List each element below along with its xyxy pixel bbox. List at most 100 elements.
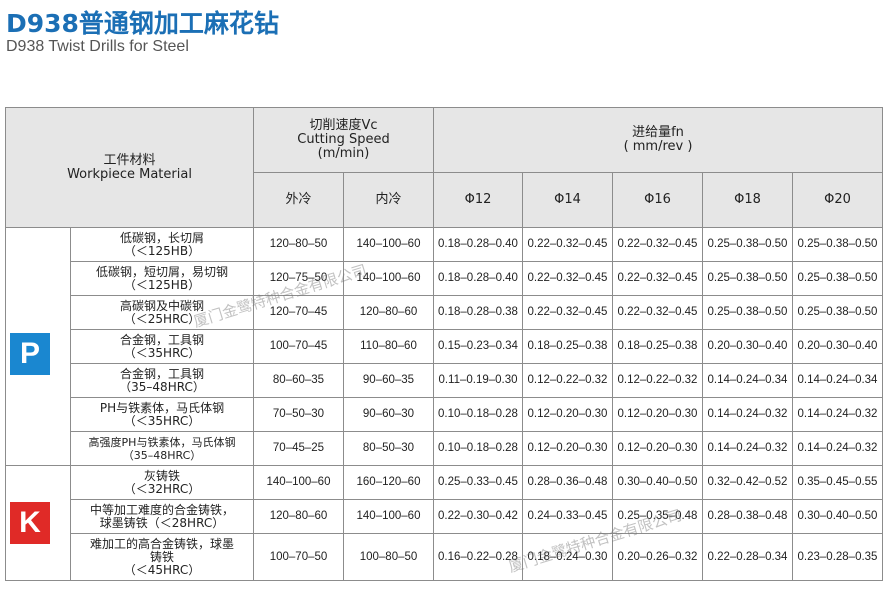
value-cell: 0.18–0.25–0.38: [522, 329, 613, 364]
value-cell: 0.11–0.19–0.30: [433, 363, 523, 398]
value-cell: 0.28–0.36–0.48: [522, 465, 613, 500]
value-cell-line: 0.20–0.30–0.40: [797, 340, 878, 352]
value-cell-line: 0.25–0.38–0.50: [707, 238, 788, 250]
header-feed-line: ( mm/rev ): [623, 139, 693, 154]
value-cell-line: 0.22–0.32–0.45: [617, 306, 698, 318]
material-cell-line: （35–48HRC）: [122, 448, 202, 462]
value-cell-line: 0.14–0.24–0.32: [707, 442, 788, 454]
value-cell: 0.14–0.24–0.32: [792, 397, 883, 432]
value-cell-line: 0.12–0.20–0.30: [527, 408, 608, 420]
value-cell: 0.14–0.24–0.32: [702, 431, 793, 466]
value-cell-line: 0.12–0.20–0.30: [617, 408, 698, 420]
value-cell: 0.12–0.20–0.30: [522, 397, 613, 432]
value-cell: 0.14–0.24–0.34: [792, 363, 883, 398]
value-cell: 100–70–45: [253, 329, 344, 364]
value-cell-line: 0.22–0.30–0.42: [438, 510, 518, 522]
material-cell-line: （＜125HB）: [123, 277, 201, 292]
value-cell-line: 0.25–0.38–0.50: [707, 272, 788, 284]
value-cell: 0.32–0.42–0.52: [702, 465, 793, 500]
value-cell: 0.12–0.22–0.32: [522, 363, 613, 398]
group-badge: K: [10, 501, 50, 544]
value-cell: 0.15–0.23–0.34: [433, 329, 523, 364]
material-cell: 合金钢，工具钢 （35–48HRC）: [70, 363, 254, 398]
material-cell-line: （＜35HRC）: [123, 413, 201, 428]
material-cell-line: 中等加工难度的合金铸铁，: [89, 502, 234, 517]
value-cell-line: 90–60–35: [362, 374, 415, 386]
header-feed-line: 进给量fn: [632, 125, 684, 140]
value-cell: 0.20–0.30–0.40: [792, 329, 883, 364]
value-cell-line: 0.20–0.26–0.32: [617, 550, 698, 563]
header-column: 外冷: [253, 172, 344, 228]
value-cell: 0.12–0.22–0.32: [612, 363, 703, 398]
material-cell-line: （＜32HRC）: [123, 481, 201, 496]
value-cell-line: 0.30–0.40–0.50: [797, 510, 878, 522]
value-cell-line: 0.35–0.45–0.55: [797, 476, 878, 488]
material-cell: 高碳钢及中碳钢 （＜25HRC）: [70, 295, 254, 330]
header-material-line: Workpiece Material: [67, 166, 192, 182]
value-cell-line: 0.18–0.25–0.38: [617, 340, 698, 352]
value-cell: 80–50–30: [343, 431, 434, 466]
value-cell-line: 0.12–0.22–0.32: [617, 374, 698, 386]
value-cell-line: 0.10–0.18–0.28: [438, 408, 518, 420]
title: D938普通钢加工麻花钻: [6, 9, 279, 38]
value-cell-line: 70–50–30: [272, 408, 325, 420]
value-cell: 70–50–30: [253, 397, 344, 432]
value-cell: 0.22–0.32–0.45: [612, 295, 703, 330]
value-cell: 0.28–0.38–0.48: [702, 499, 793, 534]
value-cell-line: 0.22–0.32–0.45: [527, 238, 608, 250]
value-cell: 0.10–0.18–0.28: [433, 397, 523, 432]
value-cell: 120–80–60: [253, 499, 344, 534]
value-cell: 0.12–0.20–0.30: [612, 431, 703, 466]
value-cell: 160–120–60: [343, 465, 434, 500]
header-column: Φ12: [433, 172, 523, 228]
value-cell-line: 140–100–60: [266, 476, 331, 488]
header-column-line: Φ16: [644, 192, 671, 207]
value-cell-line: 0.11–0.19–0.30: [438, 374, 518, 386]
value-cell-line: 0.14–0.24–0.32: [797, 442, 878, 454]
material-cell: 中等加工难度的合金铸铁， 球墨铸铁（＜28HRC）: [70, 499, 254, 534]
material-cell-line: （35–48HRC）: [119, 379, 205, 394]
header-column-line: 内冷: [375, 192, 402, 207]
value-cell-line: 120–70–45: [269, 306, 328, 318]
value-cell: 0.23–0.28–0.35: [792, 533, 883, 581]
value-cell-line: 0.12–0.20–0.30: [617, 442, 698, 454]
value-cell-line: 0.28–0.36–0.48: [527, 476, 608, 488]
value-cell: 120–80–50: [253, 227, 344, 262]
value-cell-line: 0.22–0.28–0.34: [707, 550, 788, 563]
value-cell-line: 140–100–60: [356, 272, 421, 284]
header-column: Φ20: [792, 172, 883, 228]
value-cell-line: 100–80–50: [359, 550, 418, 563]
value-cell-line: 0.14–0.24–0.32: [707, 408, 788, 420]
value-cell: 0.14–0.24–0.32: [792, 431, 883, 466]
value-cell-line: 0.22–0.32–0.45: [527, 272, 608, 284]
header-feed: 进给量fn( mm/rev ): [433, 107, 883, 173]
value-cell-line: 0.14–0.24–0.34: [797, 374, 878, 386]
value-cell: 100–70–50: [253, 533, 344, 581]
value-cell-line: 0.25–0.38–0.50: [797, 238, 878, 250]
value-cell-line: 0.18–0.24–0.30: [527, 550, 608, 563]
group-badge: P: [10, 333, 50, 375]
value-cell: 0.22–0.32–0.45: [522, 295, 613, 330]
value-cell-line: 0.18–0.28–0.40: [438, 272, 518, 284]
value-cell-line: 0.15–0.23–0.34: [438, 340, 518, 352]
value-cell-line: 0.10–0.18–0.28: [438, 442, 518, 454]
value-cell-line: 0.25–0.38–0.50: [797, 272, 878, 284]
value-cell-line: 0.18–0.28–0.38: [438, 306, 518, 318]
value-cell-line: 140–100–60: [356, 238, 421, 250]
material-cell: 低碳钢，短切屑，易切钢 （＜125HB）: [70, 261, 254, 296]
header-column-line: Φ20: [824, 192, 851, 207]
material-cell-line: PH与铁素体，马氏体钢: [99, 400, 225, 415]
material-cell-line: （＜45HRC）: [123, 562, 201, 577]
value-cell-line: 0.22–0.32–0.45: [527, 306, 608, 318]
value-cell: 0.25–0.38–0.50: [792, 227, 883, 262]
value-cell-line: 100–70–45: [269, 340, 328, 352]
value-cell-line: 120–75–50: [269, 272, 328, 284]
value-cell-line: 0.30–0.40–0.50: [617, 476, 698, 488]
material-cell: 难加工的高合金铸铁，球墨 铸铁 （＜45HRC）: [70, 533, 254, 581]
value-cell: 0.22–0.28–0.34: [702, 533, 793, 581]
value-cell: 120–80–60: [343, 295, 434, 330]
value-cell-line: 100–70–50: [269, 550, 328, 563]
value-cell-line: 0.16–0.22–0.28: [438, 550, 518, 563]
header-column: Φ16: [612, 172, 703, 228]
header-cutting-speed-line: Cutting Speed: [297, 132, 390, 147]
